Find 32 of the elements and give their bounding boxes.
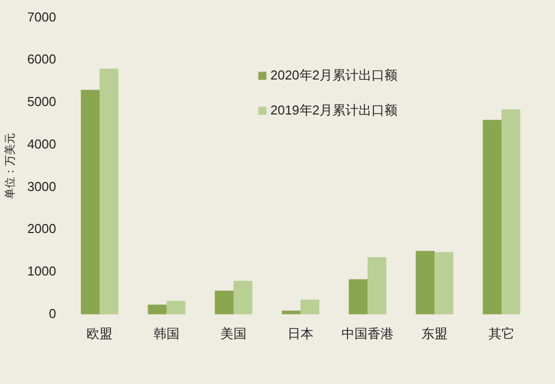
legend-label: 2019年2月累计出口额 bbox=[270, 102, 398, 118]
y-tick-label: 7000 bbox=[27, 9, 56, 24]
y-tick-label: 3000 bbox=[27, 178, 56, 194]
y-tick-label: 2000 bbox=[27, 221, 56, 236]
x-tick-label: 中国香港 bbox=[342, 326, 394, 341]
bar bbox=[368, 257, 386, 314]
y-tick-label: 6000 bbox=[27, 52, 56, 67]
bar bbox=[482, 120, 502, 314]
bar bbox=[300, 300, 320, 314]
bar bbox=[416, 250, 435, 314]
bar bbox=[348, 279, 368, 314]
y-axis-title: 单位：万美元 bbox=[4, 133, 17, 200]
x-tick-label: 韩国 bbox=[154, 326, 180, 341]
bar bbox=[100, 68, 118, 314]
y-tick-label: 1000 bbox=[27, 264, 56, 279]
bar bbox=[80, 90, 100, 314]
y-tick-label: 0 bbox=[48, 306, 56, 321]
x-tick-label: 欧盟 bbox=[86, 326, 113, 341]
y-tick-label: 5000 bbox=[27, 94, 56, 110]
bar bbox=[214, 290, 234, 314]
x-tick-label: 东盟 bbox=[422, 326, 448, 341]
bar bbox=[282, 310, 301, 314]
x-tick-label: 日本 bbox=[288, 326, 314, 341]
x-tick-label: 美国 bbox=[220, 326, 247, 341]
legend-label: 2020年2月累计出口额 bbox=[270, 67, 398, 82]
bar bbox=[166, 300, 186, 314]
bar bbox=[502, 109, 520, 314]
bar bbox=[234, 280, 252, 314]
bar bbox=[434, 252, 454, 314]
y-tick-label: 4000 bbox=[27, 136, 56, 152]
bar bbox=[148, 304, 167, 314]
x-tick-label: 其它 bbox=[488, 326, 515, 341]
